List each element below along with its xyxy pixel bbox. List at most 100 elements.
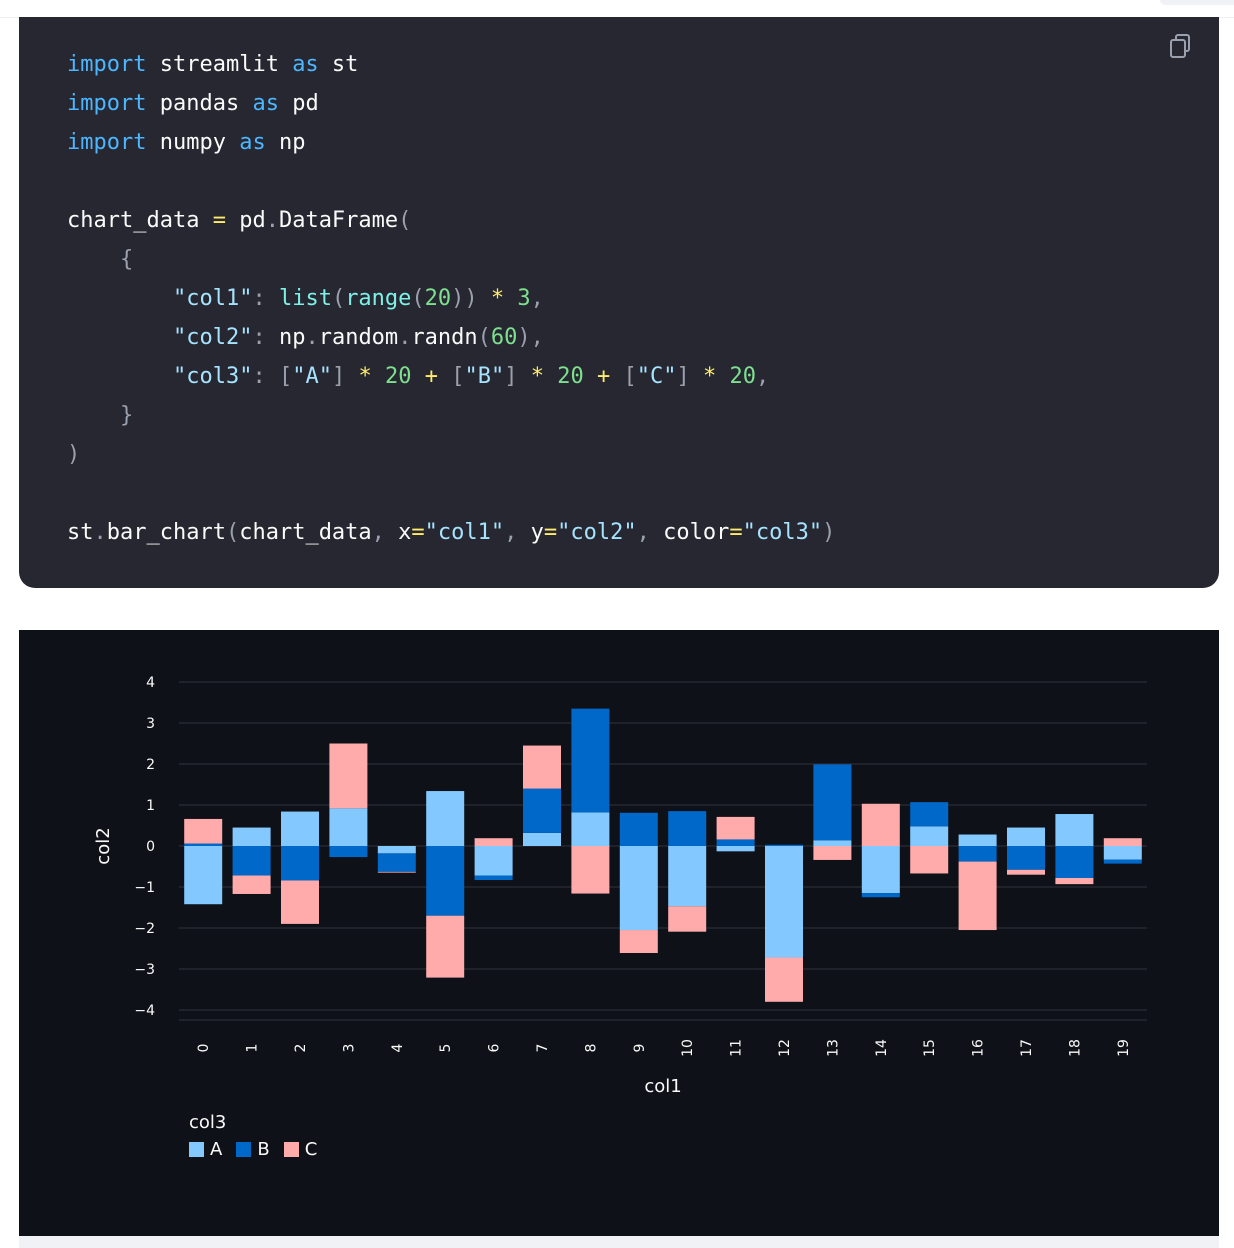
x-tick-label: 17 [1019, 1039, 1035, 1057]
code-line: import pandas as pd [67, 84, 319, 123]
code-line: "col1": list(range(20)) * 3, [67, 279, 544, 318]
legend-label: C [304, 1139, 318, 1160]
legend-item-B[interactable]: B [236, 1139, 270, 1160]
code-token: chart_data [239, 520, 372, 545]
legend-label: A [210, 1139, 223, 1160]
bar-A [523, 832, 561, 846]
code-token [372, 364, 385, 389]
bar-A [232, 827, 271, 846]
page-top-strip [0, 0, 1234, 18]
bar-A [765, 846, 803, 958]
code-token: = [543, 520, 558, 545]
code-token: [ [623, 364, 637, 389]
code-token: } [67, 403, 134, 428]
x-tick-label: 16 [971, 1039, 987, 1057]
bar-A [910, 826, 949, 846]
y-tick-label: −2 [134, 921, 155, 937]
code-line: chart_data = pd.DataFrame( [67, 201, 411, 240]
legend-swatch [189, 1142, 204, 1157]
code-token: [ [451, 364, 465, 389]
bar-B [571, 708, 610, 813]
bar-A [1007, 827, 1045, 846]
copy-button[interactable] [1169, 33, 1195, 61]
code-token: ( [331, 286, 346, 311]
x-tick-label: 3 [341, 1044, 357, 1053]
code-token: random [318, 325, 399, 350]
bar-B [281, 846, 319, 881]
bar-C [813, 846, 852, 860]
code-token: : [252, 286, 279, 311]
bar-A [377, 846, 416, 854]
code-token: pandas [146, 91, 253, 116]
code-line: import streamlit as st [67, 45, 358, 84]
bar-A [426, 791, 465, 846]
bar-C [1007, 869, 1045, 875]
y-tick-label: 1 [146, 798, 155, 814]
bar-A [474, 846, 513, 876]
code-token: { [67, 247, 134, 272]
x-tick-label: 2 [293, 1044, 309, 1053]
code-token: st [67, 520, 94, 545]
code-token [478, 286, 491, 311]
x-tick-label: 6 [487, 1043, 503, 1052]
code-token: 60 [490, 325, 518, 350]
bar-A [571, 812, 610, 846]
bar-C [232, 875, 271, 894]
code-token [411, 364, 424, 389]
bar-A [619, 846, 658, 931]
code-token: import [67, 52, 147, 77]
copy-icon [1170, 34, 1190, 58]
code-token: DataFrame [278, 208, 399, 233]
code-token: x [398, 520, 412, 545]
code-token: * [490, 286, 505, 311]
x-tick-label: 9 [632, 1044, 648, 1053]
legend-item-A[interactable]: A [189, 1139, 222, 1160]
code-token: streamlit [146, 52, 293, 77]
code-token: "col1" [424, 520, 505, 545]
code-token [438, 364, 451, 389]
code-token: "col2" [557, 520, 637, 545]
code-token: import [67, 91, 147, 116]
code-token: )) [451, 286, 478, 311]
code-token: color [663, 520, 730, 545]
legend-swatch [283, 1142, 299, 1157]
y-tick-label: 3 [146, 716, 155, 732]
code-token: ( [411, 286, 425, 311]
bar-B [668, 811, 707, 846]
top-tab [1160, 0, 1234, 5]
code-token [517, 364, 530, 389]
x-tick-label: 7 [535, 1044, 551, 1053]
code-token: range [345, 286, 412, 311]
code-token: "col3" [172, 364, 253, 389]
code-line: "col3": ["A"] * 20 + ["B"] * 20 + ["C"] … [67, 357, 769, 396]
x-tick-label: 13 [825, 1039, 841, 1057]
code-token: : [252, 325, 279, 350]
code-token: "col1" [172, 286, 253, 311]
bar-B [232, 846, 271, 876]
x-tick-label: 11 [729, 1039, 745, 1057]
code-token: ), [517, 325, 544, 350]
code-token: . [265, 208, 279, 233]
code-token [67, 286, 173, 311]
code-line: } [67, 396, 133, 435]
bar-B [329, 846, 368, 858]
code-token [67, 364, 173, 389]
bar-B [910, 802, 949, 827]
bar-A [1103, 846, 1142, 860]
bar-C [668, 906, 707, 932]
code-token: as [239, 130, 266, 155]
code-token: 20 [424, 286, 452, 311]
code-token: ( [477, 325, 491, 350]
legend-title: col3 [189, 1112, 227, 1133]
code-token: , [371, 520, 399, 545]
code-token: as [252, 91, 279, 116]
legend-item-C[interactable]: C [283, 1139, 318, 1160]
x-tick-label: 15 [922, 1039, 938, 1057]
chart-panel: 4 3 2 1 0 −1 −2 −3 −4 0 1 2 3 4 5 6 7 8 9 10 11 12 13 14 15 16 17 1… [19, 630, 1219, 1236]
legend-items: A B C [189, 1139, 317, 1160]
y-tick-label: 0 [146, 839, 155, 855]
code-token: + [596, 364, 611, 389]
code-token: ] [331, 364, 346, 389]
y-tick-label: 4 [146, 675, 155, 691]
bar-B [716, 839, 755, 846]
